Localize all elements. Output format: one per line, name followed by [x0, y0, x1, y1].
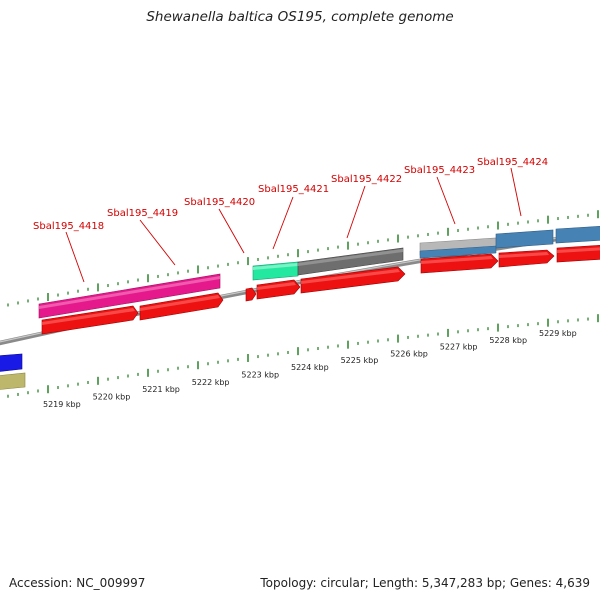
feature-green-shine: [253, 263, 298, 270]
cds-arrow-shine: [557, 247, 600, 253]
axis-label: 5229 kbp: [539, 329, 577, 338]
cds-arrow-shine: [257, 282, 296, 290]
axis-label: 5224 kbp: [291, 363, 329, 372]
cds-arrows: [41, 245, 600, 335]
gene-leader-line: [436, 176, 456, 225]
inner-tick-ruler: [7, 314, 599, 398]
gene-leader-line: [218, 208, 245, 254]
cds-arrow-shine: [301, 269, 400, 284]
cds-arrow-shine: [42, 308, 135, 325]
axis-label: 5227 kbp: [440, 343, 478, 352]
outer-tick-ruler: [7, 210, 599, 307]
gene-label-4423[interactable]: Sbal195_4423: [404, 165, 475, 176]
axis-label: 5228 kbp: [489, 336, 527, 345]
cds-arrow[interactable]: [245, 287, 257, 302]
gene-label-4420[interactable]: Sbal195_4420: [184, 197, 255, 208]
gene-label-4418[interactable]: Sbal195_4418: [33, 221, 104, 232]
gene-leader-line: [272, 196, 294, 250]
gene-label-4424[interactable]: Sbal195_4424: [477, 157, 548, 168]
feature-blocks: [0, 226, 600, 390]
accession-text: Accession: NC_009997: [9, 576, 146, 590]
axis-label: 5222 kbp: [192, 378, 230, 387]
map-title: Shewanella baltica OS195, complete genom…: [146, 9, 454, 25]
gene-leader-line: [346, 185, 366, 239]
axis-label: 5219 kbp: [43, 400, 81, 409]
gene-leader-line: [65, 231, 85, 283]
axis-labels: 5219 kbp 5220 kbp 5221 kbp 5222 kbp 5223 kbp…: [43, 329, 577, 409]
gene-label-4422[interactable]: Sbal195_4422: [331, 174, 402, 185]
axis-label: 5220 kbp: [93, 393, 131, 402]
gene-leader-line: [510, 167, 522, 217]
feature-khaki[interactable]: [0, 372, 26, 390]
feature-pink-shine: [39, 276, 220, 309]
gene-label-4419[interactable]: Sbal195_4419: [107, 208, 178, 219]
feature-steel-blue-a[interactable]: [419, 245, 497, 259]
cds-arrow-shine: [140, 295, 220, 311]
feature-steel-blue-b[interactable]: [495, 229, 554, 249]
feature-blue[interactable]: [0, 353, 23, 372]
genome-stats-text: Topology: circular; Length: 5,347,283 bp…: [260, 576, 590, 590]
axis-label: 5225 kbp: [341, 356, 379, 365]
axis-label: 5226 kbp: [390, 349, 428, 358]
gene-labels: Sbal195_4418 Sbal195_4419 Sbal195_4420 S…: [33, 157, 548, 283]
cds-arrow[interactable]: [556, 245, 600, 263]
genome-backbone: [0, 230, 600, 346]
gene-leader-line: [139, 219, 176, 266]
feature-dark-gray-shine: [298, 249, 403, 266]
gene-label-4421[interactable]: Sbal195_4421: [258, 184, 329, 195]
axis-label: 5223 kbp: [241, 370, 279, 379]
cds-arrow-shine: [421, 256, 493, 264]
axis-label: 5221 kbp: [142, 385, 180, 394]
feature-steel-blue-c[interactable]: [555, 226, 600, 244]
cds-arrow-shine: [499, 252, 549, 258]
